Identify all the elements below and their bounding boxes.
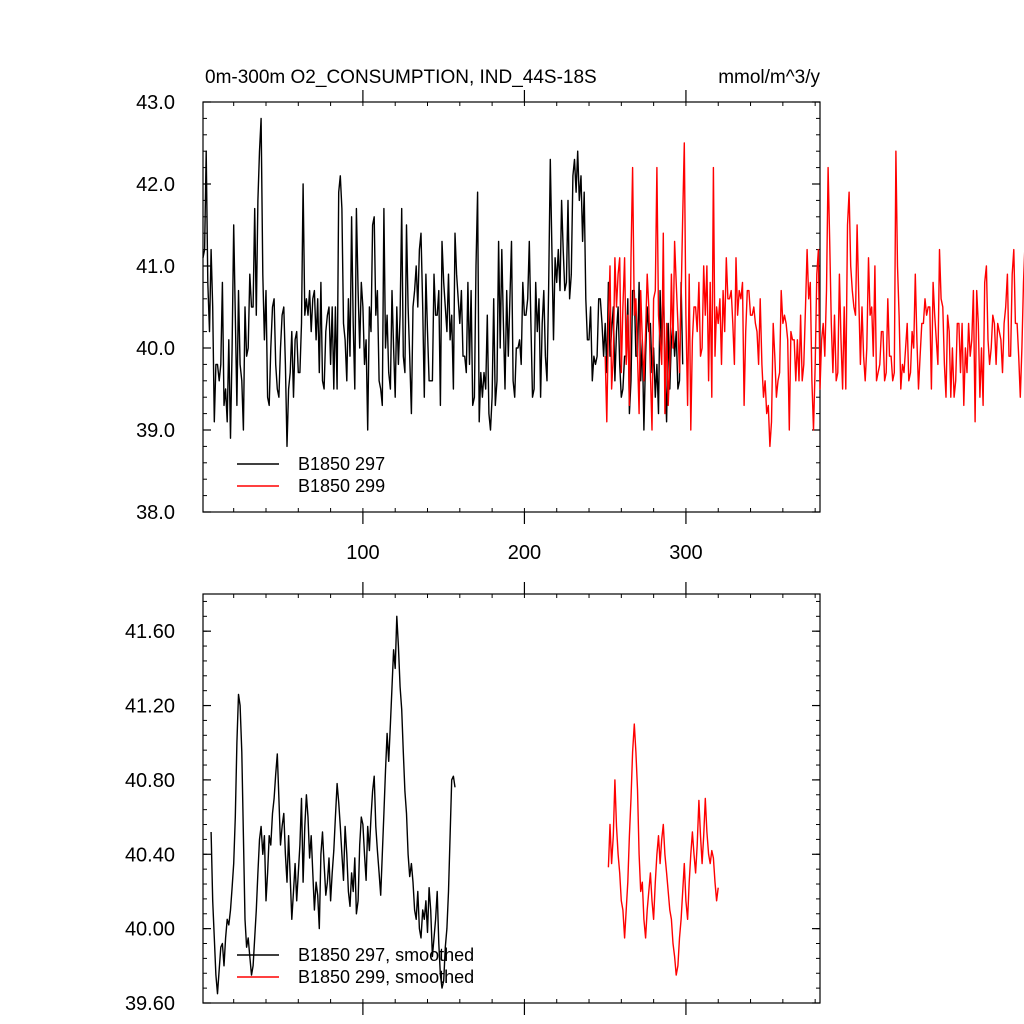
y-tick-label: 38.0 — [136, 502, 175, 524]
legend-label: B1850 297, smoothed — [298, 945, 474, 965]
top-panel: 38.0 39.0 40.0 41.0 42.0 43.0 100 200 300 B1850 2… — [136, 90, 1024, 564]
y-tick-label: 40.80 — [125, 770, 175, 792]
bottom-panel: 39.60 40.00 40.40 40.80 41.20 41.60 B1850 297,… — [125, 582, 821, 1015]
series-line-b1850-297-smoothed — [210, 615, 456, 995]
legend-label: B1850 299 — [298, 476, 385, 496]
y-tick-label: 40.40 — [125, 844, 175, 866]
legend-label: B1850 299, smoothed — [298, 967, 474, 987]
series-line-b1850-297 — [202, 117, 684, 448]
x-tick-label: 200 — [508, 542, 541, 564]
series-line-b1850-299 — [604, 142, 1024, 448]
bottom-plot-frame — [202, 593, 821, 1004]
y-tick-label: 43.0 — [136, 92, 175, 114]
y-tick-label: 40.00 — [125, 919, 175, 941]
y-tick-label: 41.0 — [136, 256, 175, 278]
legend-label: B1850 297 — [298, 454, 385, 474]
series-line-b1850-299-smoothed — [607, 723, 719, 976]
top-plot-frame — [202, 101, 821, 513]
chart-title: 0m-300m O2_CONSUMPTION, IND_44S-18S — [205, 67, 597, 88]
y-tick-label: 42.0 — [136, 174, 175, 196]
x-tick-label: 100 — [346, 542, 379, 564]
x-tick-label: 300 — [669, 542, 702, 564]
chart-units: mmol/m^3/y — [718, 67, 820, 88]
y-tick-label: 39.60 — [125, 993, 175, 1015]
y-tick-label: 40.0 — [136, 338, 175, 360]
y-tick-label: 39.0 — [136, 420, 175, 442]
y-tick-label: 41.20 — [125, 696, 175, 718]
y-tick-label: 41.60 — [125, 621, 175, 643]
